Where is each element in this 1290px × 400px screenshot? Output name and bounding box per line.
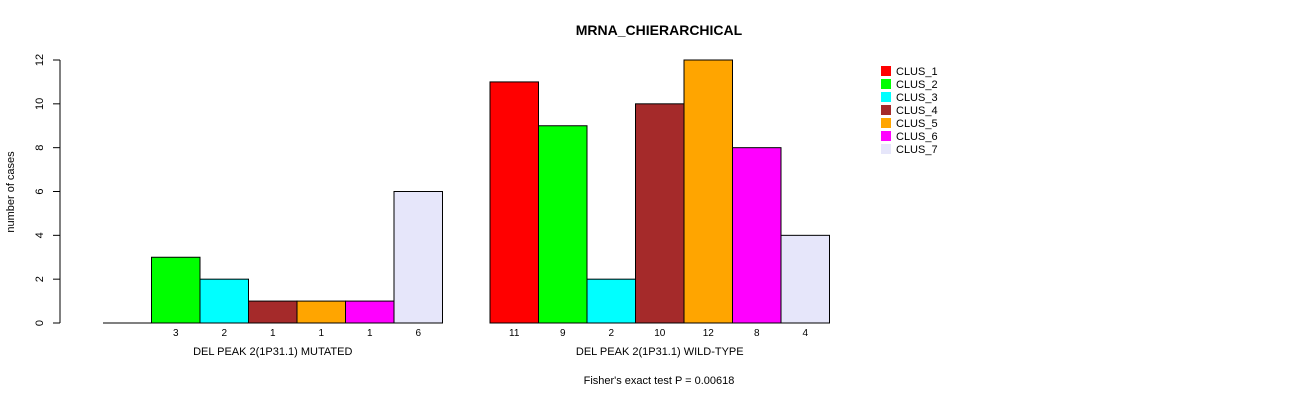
- bar-clus_4-group-1: [248, 300, 298, 324]
- legend-swatch: [881, 66, 891, 76]
- legend: CLUS_1CLUS_2CLUS_3CLUS_4CLUS_5CLUS_6CLUS…: [881, 66, 938, 156]
- legend-label: CLUS_4: [896, 105, 938, 117]
- group-labels: DEL PEAK 2(1P31.1) MUTATED DEL PEAK 2(1P3…: [193, 346, 744, 358]
- y-tick-label: 6: [34, 188, 46, 194]
- y-tick-label: 8: [34, 145, 46, 151]
- y-tick-label: 10: [34, 98, 46, 110]
- bar-clus_6-group-1: [345, 300, 395, 324]
- group-label-1: DEL PEAK 2(1P31.1) MUTATED: [193, 346, 352, 358]
- legend-swatch: [881, 144, 891, 154]
- bar-clus_7-group-1: [393, 191, 443, 324]
- legend-label: CLUS_3: [896, 92, 938, 104]
- bar-count-label: 11: [509, 328, 520, 339]
- bar-clus_3-group-2: [586, 278, 636, 324]
- bar-count-label: 3: [173, 328, 179, 339]
- bar-clus_5-group-1: [296, 300, 346, 324]
- bar-count-label: 12: [703, 328, 715, 339]
- bar-clus_5-group-2: [683, 59, 733, 324]
- group-label-2: DEL PEAK 2(1P31.1) WILD-TYPE: [576, 346, 744, 358]
- legend-label: CLUS_5: [896, 118, 938, 130]
- bar-count-label: 1: [318, 328, 324, 339]
- y-tick-label: 0: [34, 320, 46, 326]
- chart-title: MRNA_CHIERARCHICAL: [576, 22, 743, 38]
- y-tick-label: 4: [34, 232, 46, 238]
- bars: [103, 59, 830, 324]
- legend-label: CLUS_7: [896, 144, 938, 156]
- legend-label: CLUS_2: [896, 79, 938, 91]
- bar-clus_7-group-2: [780, 234, 830, 324]
- bar-clus_3-group-1: [199, 278, 249, 324]
- y-axis-label: number of cases: [5, 151, 17, 233]
- bar-clus_6-group-2: [732, 147, 782, 324]
- legend-swatch: [881, 92, 891, 102]
- legend-label: CLUS_1: [896, 66, 938, 78]
- y-tick-label: 2: [34, 276, 46, 282]
- bar-count-label: 4: [802, 328, 808, 339]
- bar-count-label: 2: [221, 328, 227, 339]
- bar-count-label: 10: [654, 328, 666, 339]
- legend-swatch: [881, 131, 891, 141]
- legend-label: CLUS_6: [896, 131, 938, 143]
- bar-labels: 3 2 1 1 1 6 11 9 2 10 12 8 4: [173, 328, 809, 339]
- legend-swatch: [881, 79, 891, 89]
- bar-clus_1-group-2: [489, 81, 539, 324]
- y-axis: 0 2 4 6 8 10 12: [34, 54, 61, 326]
- bar-count-label: 8: [754, 328, 760, 339]
- bar-count-label: 1: [367, 328, 373, 339]
- bar-clus_4-group-2: [635, 103, 685, 324]
- bar-count-label: 2: [608, 328, 614, 339]
- bar-count-label: 1: [270, 328, 276, 339]
- y-tick-label: 12: [34, 54, 46, 66]
- footer-pvalue: Fisher's exact test P = 0.00618: [584, 375, 735, 387]
- bar-clus_2-group-1: [151, 256, 201, 324]
- bar-count-label: 6: [415, 328, 421, 339]
- bar-clus_2-group-2: [538, 125, 588, 324]
- legend-swatch: [881, 118, 891, 128]
- legend-swatch: [881, 105, 891, 115]
- bar-count-label: 9: [560, 328, 566, 339]
